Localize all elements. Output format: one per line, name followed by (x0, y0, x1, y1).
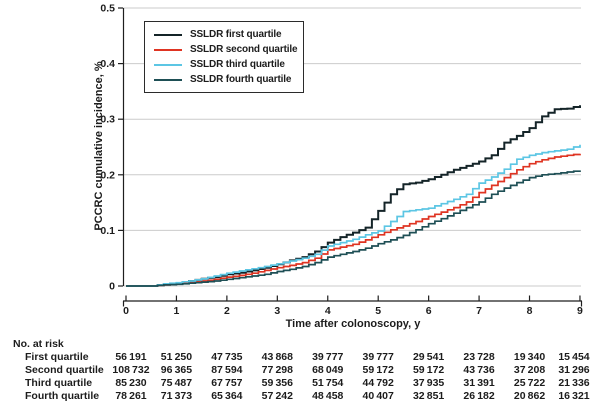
y-tick-label: 0 (109, 281, 115, 293)
y-tick-label: 0.1 (100, 225, 115, 237)
legend: SSLDR first quartile SSLDR second quartil… (144, 21, 304, 93)
risk-count: 108 732 (112, 364, 150, 376)
x-tick-label: 1 (174, 305, 180, 317)
risk-count: 51 250 (160, 351, 193, 363)
legend-item: SSLDR second quartile (154, 44, 298, 55)
x-tick-label: 3 (274, 305, 280, 317)
legend-line-swatch (154, 33, 182, 36)
risk-count: 20 862 (513, 390, 546, 402)
legend-item: SSLDR first quartile (154, 29, 297, 40)
risk-row-label: Third quartile (25, 377, 93, 389)
risk-count: 75 487 (160, 377, 193, 389)
legend-line-swatch (154, 78, 182, 81)
x-tick-label: 8 (527, 305, 533, 317)
risk-count: 96 365 (160, 364, 193, 376)
x-axis-title: Time after colonoscopy, y (285, 318, 421, 330)
x-tick-label: 0 (123, 305, 129, 317)
risk-count: 68 049 (312, 364, 344, 376)
risk-row-label: Second quartile (25, 364, 104, 376)
risk-row-label: Fourth quartile (25, 390, 100, 402)
risk-count: 43 868 (261, 351, 293, 363)
legend-label: SSLDR third quartile (190, 59, 285, 70)
x-tick-label: 4 (325, 305, 331, 317)
risk-count: 87 594 (211, 364, 243, 376)
risk-count: 65 364 (211, 390, 243, 402)
risk-count: 78 261 (115, 390, 147, 402)
y-tick-label: 0.4 (100, 58, 115, 70)
risk-row-label: First quartile (25, 351, 89, 363)
risk-count: 15 454 (558, 351, 590, 363)
risk-count: 56 191 (115, 351, 147, 363)
legend-label: SSLDR fourth quartile (190, 74, 292, 85)
y-tick-label: 0.3 (100, 114, 115, 126)
risk-count: 40 407 (362, 390, 394, 402)
risk-table-title: No. at risk (13, 338, 64, 350)
x-tick-label: 6 (426, 305, 432, 317)
risk-count: 37 208 (513, 364, 546, 376)
risk-count: 31 391 (463, 377, 495, 389)
risk-count: 32 851 (412, 390, 445, 402)
legend-label: SSLDR second quartile (190, 44, 298, 55)
series-line-ssldr-third-quartile (126, 144, 581, 287)
legend-label: SSLDR first quartile (190, 29, 282, 40)
risk-count: 39 777 (362, 351, 394, 363)
risk-count: 85 230 (115, 377, 147, 389)
risk-count: 77 298 (261, 364, 293, 376)
risk-count: 25 722 (513, 377, 546, 389)
risk-count: 71 373 (160, 390, 193, 402)
risk-count: 47 735 (211, 351, 243, 363)
x-tick-label: 7 (476, 305, 482, 317)
legend-line-swatch (154, 63, 182, 66)
series-line-ssldr-second-quartile (126, 153, 581, 287)
risk-count: 21 336 (558, 377, 590, 389)
risk-count: 44 792 (362, 377, 394, 389)
risk-count: 23 728 (463, 351, 495, 363)
series-line-ssldr-fourth-quartile (126, 170, 581, 287)
x-tick-label: 2 (224, 305, 230, 317)
legend-item: SSLDR fourth quartile (154, 74, 297, 85)
x-tick-label: 5 (375, 305, 381, 317)
risk-count: 59 172 (362, 364, 394, 376)
legend-line-swatch (154, 48, 182, 51)
risk-count: 16 321 (558, 390, 590, 402)
risk-count: 19 340 (513, 351, 546, 363)
risk-count: 31 296 (558, 364, 590, 376)
risk-count: 29 541 (412, 351, 445, 363)
y-tick-label: 0.2 (100, 169, 115, 181)
risk-count: 43 736 (463, 364, 495, 376)
risk-count: 48 458 (312, 390, 344, 402)
risk-count: 57 242 (261, 390, 293, 402)
risk-count: 39 777 (312, 351, 344, 363)
y-tick-label: 0.5 (100, 3, 115, 15)
risk-count: 59 172 (412, 364, 445, 376)
risk-count: 37 935 (412, 377, 445, 389)
legend-item: SSLDR third quartile (154, 59, 297, 70)
risk-count: 67 757 (211, 377, 243, 389)
risk-count: 51 754 (312, 377, 344, 389)
risk-count: 59 356 (261, 377, 293, 389)
x-tick-label: 9 (577, 305, 583, 317)
risk-count: 26 182 (463, 390, 495, 402)
